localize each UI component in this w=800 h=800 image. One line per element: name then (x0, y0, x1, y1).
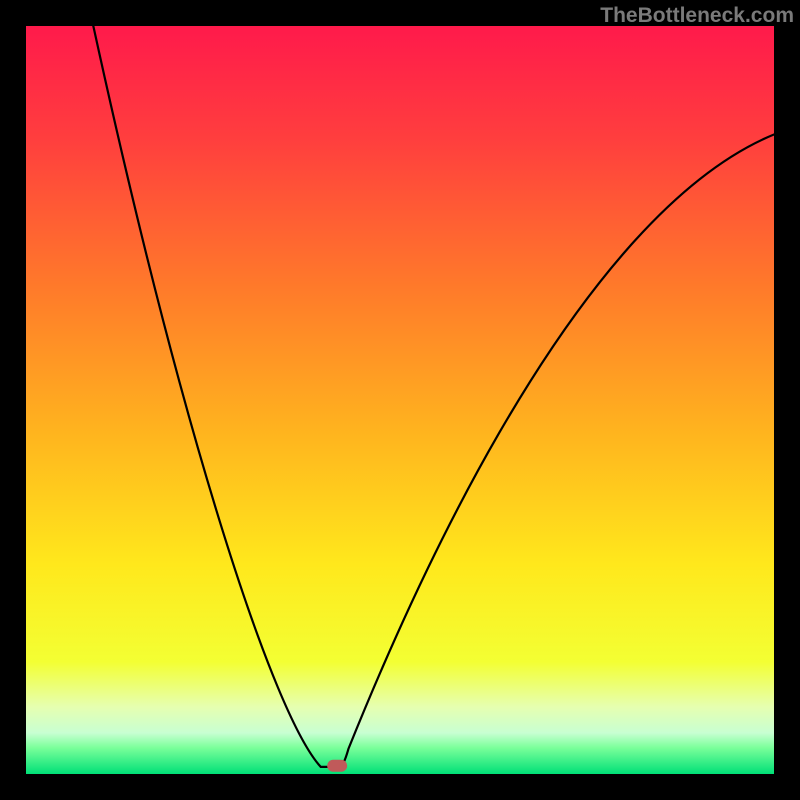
gradient-background (26, 26, 774, 774)
plot-area (26, 26, 774, 774)
chart-svg (26, 26, 774, 774)
vertex-marker (327, 760, 347, 772)
watermark-text: TheBottleneck.com (600, 4, 794, 28)
